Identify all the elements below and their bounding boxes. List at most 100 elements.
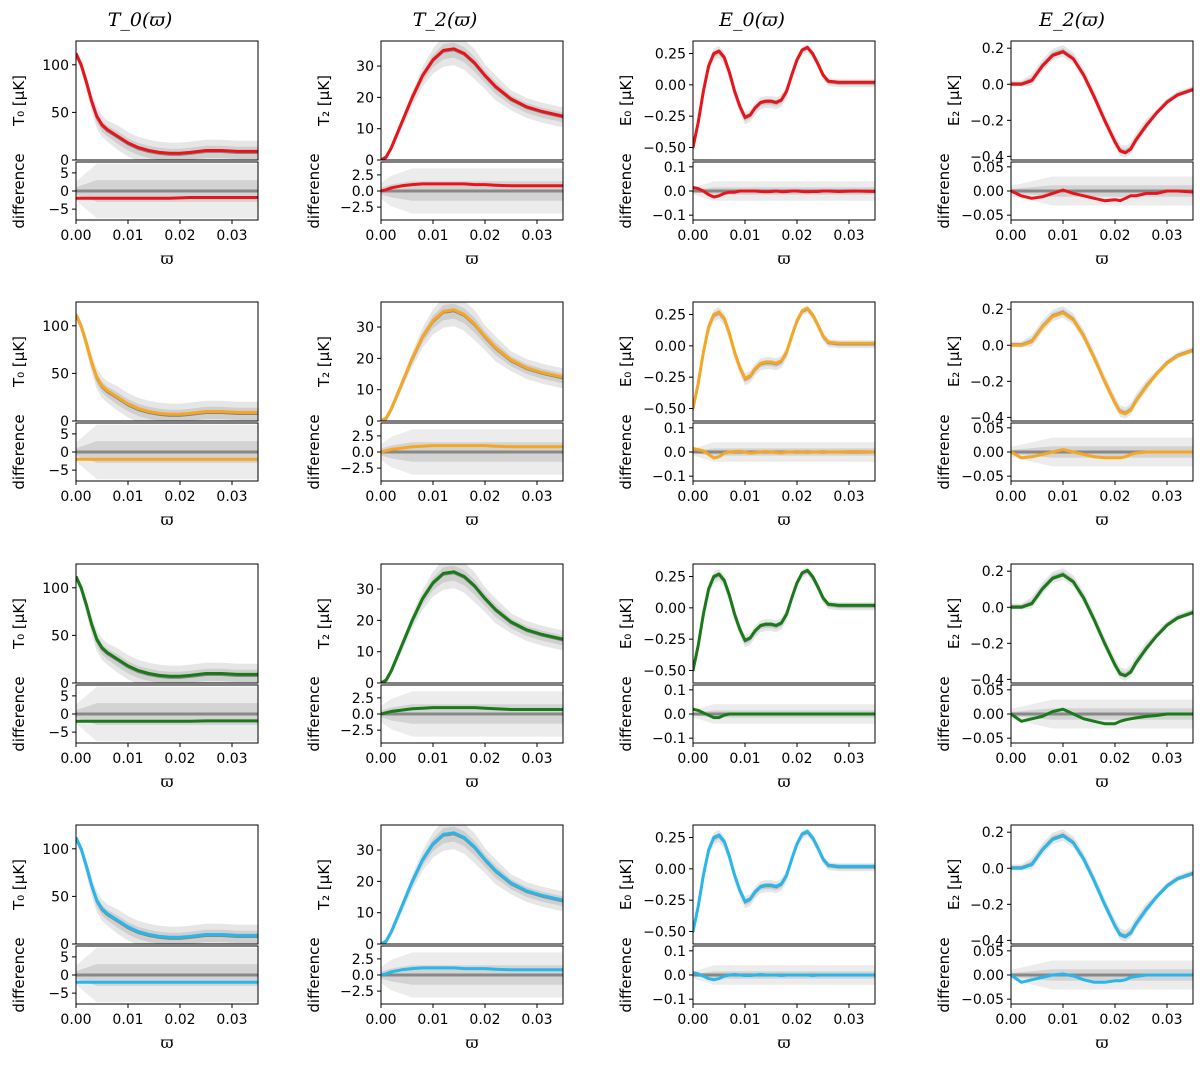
diff-plot-area xyxy=(693,442,875,462)
diff-y-axis-label: difference xyxy=(305,414,323,489)
y-tick-label: 0.0 xyxy=(982,77,1004,93)
main-axes-frame xyxy=(75,40,259,161)
diff-y-tick-label: 0.05 xyxy=(973,683,1004,699)
column-title-t0: T_0(ϖ) xyxy=(108,9,173,31)
series-line xyxy=(1011,834,1193,939)
y-tick-label: 0.00 xyxy=(655,339,686,355)
uncertainty-band-outer xyxy=(76,835,258,944)
y-tick-label: 10 xyxy=(356,645,374,661)
diff-y-tick-label: 0.00 xyxy=(973,445,1004,461)
x-tick-label: 0.00 xyxy=(995,228,1026,244)
diff-y-axis-label: difference xyxy=(935,153,953,228)
x-tick-label: 0.02 xyxy=(781,1012,812,1028)
diff-series-line xyxy=(693,707,875,720)
y-tick-label: 100 xyxy=(42,842,69,858)
diff-plot-area xyxy=(693,181,875,201)
x-tick-label: 0.01 xyxy=(417,751,448,767)
x-tick-label: 0.02 xyxy=(164,228,195,244)
diff-plot-area xyxy=(381,952,563,998)
main-axes-frame xyxy=(1010,301,1194,422)
y-axis-label: E₀ [μK] xyxy=(617,336,635,387)
x-axis-label: ϖ xyxy=(465,510,478,529)
panel-t2-row-3: 0 10 20 30 T₂ [μK] −2.50.02.5 difference 0.00 0.… xyxy=(305,563,564,791)
y-tick-label: −0.50 xyxy=(643,140,686,156)
main-axes-frame xyxy=(692,301,876,422)
diff-series-line xyxy=(693,971,875,982)
y-tick-label: 10 xyxy=(356,906,374,922)
diff-y-tick-label: 0.05 xyxy=(973,944,1004,960)
series-line xyxy=(76,52,258,155)
main-axes-frame xyxy=(1010,563,1194,684)
panel-e2-row-4: −0.4 −0.2 0.0 0.2 E₂ [μK] −0.05 0.00 0.05 differ… xyxy=(935,824,1194,1052)
main-plot-area xyxy=(693,567,875,676)
diff-series-line xyxy=(693,185,875,199)
x-tick-label: 0.00 xyxy=(60,1012,91,1028)
y-tick-label: −0.2 xyxy=(970,113,1004,129)
y-tick-label: 50 xyxy=(51,105,69,121)
diff-y-tick-label: 5 xyxy=(60,950,69,966)
x-tick-label: 0.02 xyxy=(164,751,195,767)
x-tick-label: 0.01 xyxy=(417,489,448,505)
x-axis-label: ϖ xyxy=(1095,249,1108,268)
y-tick-label: 10 xyxy=(356,383,374,399)
diff-plot-area xyxy=(381,691,563,737)
x-tick-label: 0.00 xyxy=(365,489,396,505)
panel-e0-row-4: −0.50 −0.25 0.00 0.25 E₀ [μK] −0.1 0.0 0.1 diffe… xyxy=(617,824,876,1052)
y-tick-label: 0.2 xyxy=(982,564,1004,580)
x-tick-label: 0.02 xyxy=(1099,228,1130,244)
diff-plot-area xyxy=(693,965,875,985)
main-axes-frame xyxy=(380,563,564,684)
diff-plot-area xyxy=(76,686,258,742)
y-axis-label: E₂ [μK] xyxy=(945,859,963,910)
reference-line xyxy=(76,577,258,679)
series-line xyxy=(1011,50,1193,155)
y-tick-label: 0.0 xyxy=(982,600,1004,616)
y-tick-label: 50 xyxy=(51,366,69,382)
diff-y-axis-label: difference xyxy=(617,937,635,1012)
x-tick-label: 0.00 xyxy=(677,751,708,767)
y-tick-label: 0.25 xyxy=(655,570,686,586)
diff-y-tick-label: −2.5 xyxy=(340,200,374,216)
series-line xyxy=(76,313,258,416)
x-tick-label: 0.01 xyxy=(112,228,143,244)
series-line xyxy=(1011,573,1193,678)
diff-y-tick-label: 0.0 xyxy=(664,707,686,723)
main-axes-frame xyxy=(380,40,564,161)
y-tick-label: 0.00 xyxy=(655,601,686,617)
uncertainty-band-outer xyxy=(382,564,563,683)
x-tick-label: 0.01 xyxy=(112,751,143,767)
main-plot-area xyxy=(381,564,563,683)
y-tick-label: 50 xyxy=(51,628,69,644)
y-tick-label: 0.25 xyxy=(655,831,686,847)
x-tick-label: 0.01 xyxy=(729,1012,760,1028)
y-tick-label: −0.2 xyxy=(970,374,1004,390)
diff-y-tick-label: −5 xyxy=(48,986,69,1002)
y-tick-label: 100 xyxy=(42,58,69,74)
y-axis-label: T₀ [μK] xyxy=(10,75,28,127)
y-axis-label: T₂ [μK] xyxy=(315,859,333,911)
main-axes-frame xyxy=(380,824,564,945)
series-line xyxy=(693,568,875,671)
main-plot-area xyxy=(693,305,875,414)
x-tick-label: 0.03 xyxy=(521,1012,552,1028)
panel-e2-row-3: −0.4 −0.2 0.0 0.2 E₂ [μK] −0.05 0.00 0.05 differ… xyxy=(935,563,1194,791)
diff-y-tick-label: 0.0 xyxy=(352,707,374,723)
diff-y-axis-label: difference xyxy=(935,676,953,751)
diff-y-tick-label: 5 xyxy=(60,427,69,443)
x-tick-label: 0.02 xyxy=(1099,1012,1130,1028)
x-axis-label: ϖ xyxy=(1095,510,1108,529)
x-axis-label: ϖ xyxy=(160,249,173,268)
y-tick-label: 100 xyxy=(42,581,69,597)
x-tick-label: 0.03 xyxy=(833,1012,864,1028)
y-axis-label: T₀ [μK] xyxy=(10,336,28,388)
main-plot-area xyxy=(381,41,563,160)
y-tick-label: 20 xyxy=(356,90,374,106)
x-tick-label: 0.00 xyxy=(995,751,1026,767)
uncertainty-band-outer xyxy=(382,302,563,421)
diff-y-axis-label: difference xyxy=(10,676,28,751)
main-plot-area xyxy=(693,828,875,937)
y-tick-label: 0 xyxy=(365,414,374,430)
y-axis-label: E₀ [μK] xyxy=(617,75,635,126)
panel-t2-row-4: 0 10 20 30 T₂ [μK] −2.50.02.5 difference 0.00 0.… xyxy=(305,824,564,1052)
y-tick-label: −0.50 xyxy=(643,401,686,417)
